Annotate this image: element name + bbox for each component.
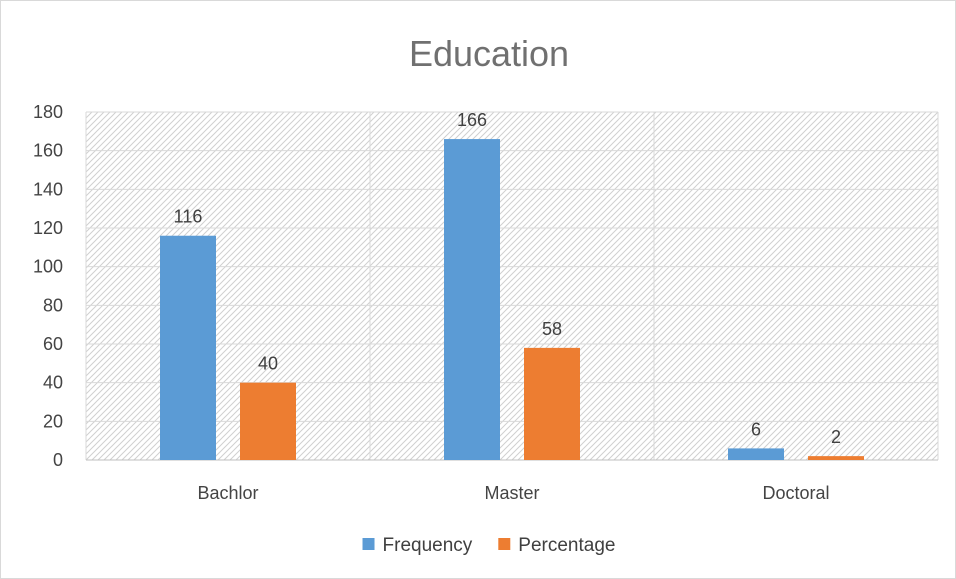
bar-percentage-master (524, 347, 580, 460)
y-tick-label: 140 (33, 179, 63, 199)
legend-item: Frequency (362, 535, 473, 556)
plot-area (86, 112, 938, 460)
bar-frequency-bachlor (160, 235, 216, 460)
legend-swatch (498, 538, 511, 550)
data-label: 6 (751, 419, 761, 439)
y-tick-label: 180 (33, 102, 63, 122)
bar-frequency-master (444, 139, 500, 461)
x-tick-label: Master (484, 483, 539, 503)
data-label: 40 (258, 354, 278, 374)
y-tick-label: 20 (43, 411, 63, 431)
legend-label: Percentage (518, 535, 615, 556)
data-label: 166 (457, 110, 487, 130)
data-label: 2 (831, 427, 841, 447)
x-tick-label: Doctoral (762, 483, 829, 503)
y-tick-label: 40 (43, 373, 63, 393)
y-tick-label: 0 (53, 450, 63, 470)
data-label: 116 (174, 207, 203, 227)
y-tick-label: 80 (43, 295, 63, 315)
y-tick-label: 120 (33, 218, 63, 238)
data-label: 58 (542, 319, 562, 339)
chart-title: Education (409, 33, 569, 74)
x-tick-label: Bachlor (197, 483, 258, 503)
legend-swatch (362, 538, 375, 550)
bar-percentage-doctoral (808, 456, 864, 460)
y-tick-label: 160 (33, 141, 63, 161)
y-tick-label: 100 (33, 257, 63, 277)
legend-label: Frequency (383, 535, 473, 556)
legend-item: Percentage (498, 535, 615, 556)
bar-frequency-doctoral (728, 448, 784, 460)
y-tick-label: 60 (43, 334, 63, 354)
bar-percentage-bachlor (240, 382, 296, 460)
